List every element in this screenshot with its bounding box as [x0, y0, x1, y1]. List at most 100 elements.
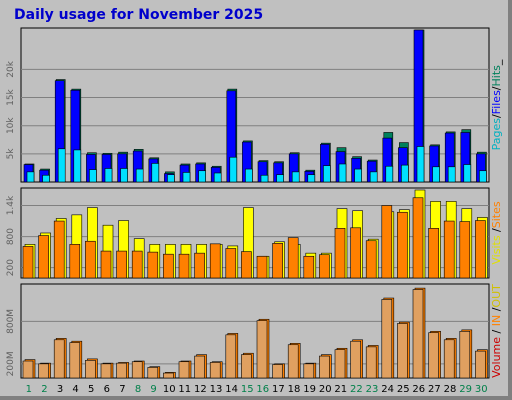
plot-area-2	[20, 187, 490, 279]
bar-out	[225, 334, 237, 379]
x-tick-label: 21	[334, 384, 347, 395]
bar-sites	[194, 252, 205, 279]
legend-part: Visits	[490, 235, 503, 264]
x-tick-label: 1	[26, 384, 32, 395]
legend-part: Sites	[490, 201, 503, 228]
bar-pages	[291, 171, 300, 183]
x-tick-label: 30	[475, 384, 488, 395]
legend-part: Files	[490, 90, 503, 114]
bar-out	[69, 342, 81, 379]
bar-pages	[151, 163, 160, 183]
bar-sites	[147, 251, 159, 279]
y-tick-label: 200	[6, 259, 16, 276]
x-tick-label: 13	[210, 384, 223, 395]
bar-out	[272, 364, 283, 379]
bar-out	[100, 363, 112, 379]
bar-pages	[385, 165, 394, 183]
legend-part: /	[490, 114, 503, 118]
x-tick-label: 29	[459, 384, 472, 395]
bar-pages	[120, 168, 128, 183]
bar-pages	[463, 164, 472, 183]
x-tick-label: 19	[303, 384, 316, 395]
bar-sites	[241, 251, 252, 279]
bar-out	[256, 320, 268, 379]
bar-pages	[26, 171, 35, 183]
bar-sites	[100, 250, 112, 279]
bar-sites	[116, 250, 127, 279]
bar-pages	[401, 164, 409, 183]
plot-area-1	[20, 27, 490, 183]
bar-out	[287, 344, 299, 379]
legend-part: _	[490, 59, 503, 66]
plot-area-3	[20, 283, 490, 379]
bar-sites	[22, 246, 34, 279]
x-tick-label: 10	[163, 384, 176, 395]
bar-sites	[178, 253, 190, 279]
x-tick-label: 16	[256, 384, 269, 395]
bar-pages	[338, 163, 347, 183]
bar-out	[475, 350, 486, 379]
bar-sites	[397, 211, 408, 279]
legend-part: Hits	[490, 65, 503, 87]
y-tick-label: 15k	[6, 88, 16, 105]
y-tick-label: 800	[6, 228, 16, 245]
x-tick-label: 26	[412, 384, 425, 395]
bar-pages	[479, 170, 487, 183]
x-tick-label: 14	[225, 384, 238, 395]
x-tick-label: 15	[241, 384, 254, 395]
bar-pages	[182, 172, 191, 183]
x-tick-label: 25	[397, 384, 410, 395]
x-tick-label: 6	[104, 384, 110, 395]
bar-sites	[287, 237, 299, 279]
bar-sites	[303, 255, 315, 279]
bar-pages	[354, 168, 362, 183]
legend-part: /	[490, 326, 503, 337]
bar-out	[194, 355, 205, 379]
bar-sites	[225, 248, 237, 279]
x-tick-label: 24	[381, 384, 394, 395]
bar-pages	[369, 171, 378, 183]
legend-part: /	[490, 86, 503, 90]
bar-pages	[323, 165, 331, 183]
bar-sites	[69, 244, 81, 279]
x-tick-label: 18	[288, 384, 301, 395]
series-legend-label: Volume / IN /OUT	[490, 284, 503, 378]
x-tick-label: 22	[350, 384, 363, 395]
bar-out	[178, 361, 190, 379]
bar-pages	[89, 169, 97, 183]
bar-out	[365, 346, 377, 379]
y-tick-label: 10k	[6, 117, 16, 134]
x-tick-label: 9	[150, 384, 156, 395]
bar-pages	[432, 166, 440, 183]
bar-out	[85, 360, 96, 379]
x-tick-label: 3	[57, 384, 63, 395]
x-tick-label: 17	[272, 384, 285, 395]
bar-out	[116, 362, 127, 379]
bar-out	[131, 361, 143, 379]
bar-pages	[229, 156, 238, 183]
bar-sites	[428, 228, 439, 279]
bar-sites	[131, 250, 143, 279]
graph-title: Daily usage for November 2025	[14, 7, 264, 23]
bar-sites	[53, 220, 65, 279]
bar-pages	[260, 174, 269, 183]
x-tick-label: 5	[88, 384, 94, 395]
bar-sites	[334, 228, 346, 279]
x-tick-label: 4	[72, 384, 78, 395]
bar-out	[209, 362, 221, 379]
y-tick-label: 20k	[6, 60, 16, 77]
series-legend-label: Pages/Files/Hits_	[490, 59, 503, 150]
legend-part: /	[490, 228, 503, 235]
bar-sites	[38, 235, 49, 279]
bar-pages	[42, 174, 50, 183]
x-tick-label: 27	[428, 384, 441, 395]
x-tick-label: 20	[319, 384, 332, 395]
bar-sites	[256, 255, 268, 279]
bar-sites	[381, 205, 393, 279]
y-tick-label: 5k	[6, 148, 16, 160]
legend-part: /	[490, 307, 503, 314]
bar-sites	[272, 243, 283, 279]
bar-out	[303, 363, 315, 379]
x-tick-label: 7	[119, 384, 125, 395]
